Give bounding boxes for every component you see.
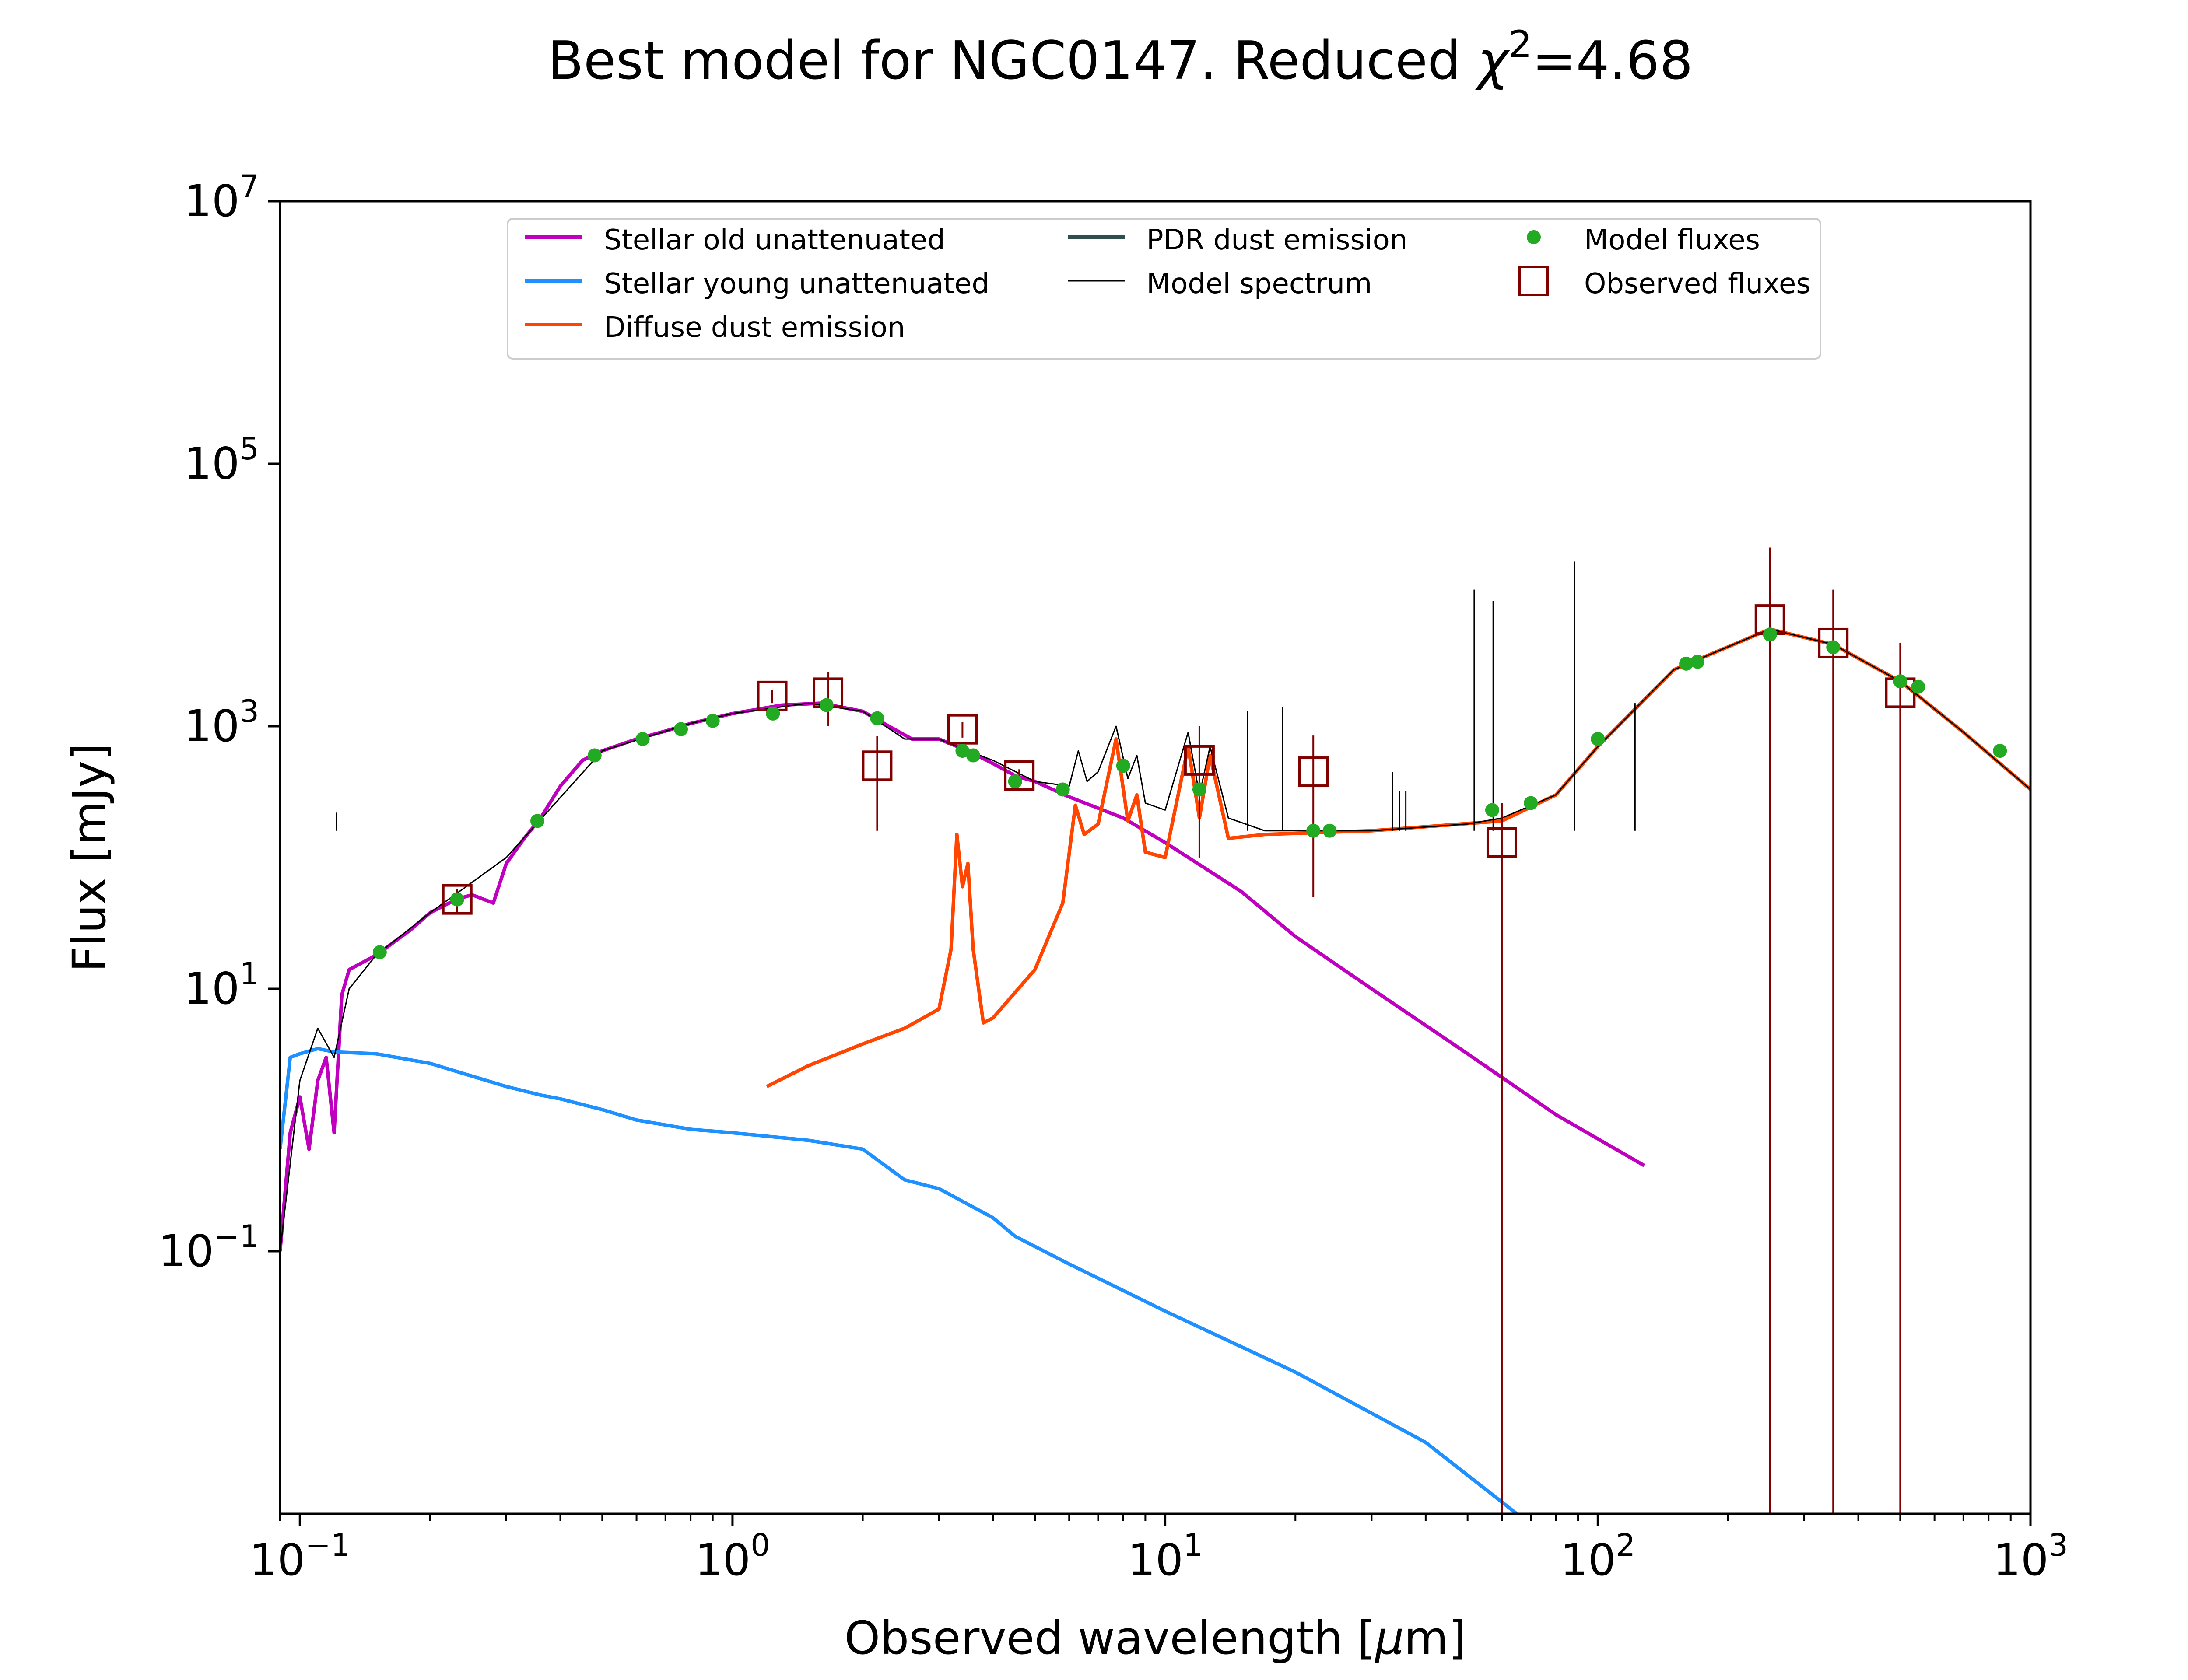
observed-flux-marker [442,884,473,915]
model-flux-point [1306,823,1321,838]
x-axis-label-mu: μ [1374,1611,1404,1665]
legend-entry-model-fluxes: Model fluxes [1527,224,1760,256]
model-flux-point [705,714,720,728]
model-flux-point [1591,732,1605,746]
series-layer [280,547,2030,1514]
x-tick-label: 103 [1993,1527,2068,1586]
legend-entry-diffuse-dust-emission: Diffuse dust emission [525,312,905,344]
x-axis-label: Observed wavelength [μm] [845,1611,1466,1665]
y-tick-label: 101 [184,956,259,1014]
legend-entry-stellar-old-unattenuated: Stellar old unattenuated [525,224,945,256]
observed-flux-marker [862,750,893,781]
observed-flux-marker [1298,756,1329,788]
model-flux-point [1322,823,1337,838]
y-tick-label: 107 [184,168,259,227]
legend-box [507,218,1821,360]
model-flux-point [1993,744,2007,758]
legend-label: Stellar old unattenuated [604,224,945,256]
observed-flux-marker [1486,827,1517,858]
x-axis-label-suffix: m] [1404,1611,1466,1665]
y-tick-label: 103 [184,693,259,752]
model-flux-point [1763,627,1777,642]
model-flux-point [1826,640,1841,654]
chart-title: Best model for NGC0147. Reduced χ2=4.68 [547,23,1693,91]
legend-swatch [1518,266,1549,296]
model-flux-point [819,698,834,712]
x-tick-label: 10−1 [249,1527,350,1586]
model-flux-point [766,706,780,721]
model-flux-point [1524,796,1538,810]
observed-flux-marker [1004,760,1035,791]
legend-label: PDR dust emission [1147,224,1407,256]
model-flux-point [1679,656,1694,671]
y-tick-label: 105 [184,431,259,489]
y-axis-label: Flux [mJy] [63,743,116,972]
x-tick-label: 102 [1560,1527,1635,1586]
model-flux-point [1690,654,1705,669]
observed-flux-marker [1818,627,1849,658]
legend-entry-model-spectrum: Model spectrum [1068,268,1372,300]
model-flux-point [1055,782,1070,797]
model-flux-point [372,945,387,959]
x-tick-label: 101 [1128,1527,1203,1586]
series-stellar-young-unattenuated [280,1046,1518,1514]
legend-entry-observed-fluxes: Observed fluxes [1518,266,1811,300]
series-model-spectrum [280,628,2030,1252]
observed-flux-marker [947,714,978,745]
model-flux-point [1192,782,1206,797]
model-flux-point [450,892,464,906]
axes-frame [279,200,2032,1515]
x-tick-label: 100 [695,1527,770,1586]
legend-label: Observed fluxes [1584,268,1811,300]
legend-label: Diffuse dust emission [604,312,905,344]
model-flux-point [870,711,884,725]
model-flux-point [1893,674,1907,689]
legend-swatch [1527,230,1541,244]
model-flux-point [674,722,688,736]
model-flux-point [1008,774,1022,789]
model-flux-point [955,744,970,758]
model-flux-point [635,732,650,746]
axis-ticks: 10−1 100 101 102 103 10−1 101 103 105 107 [158,168,2068,1586]
legend-entry-stellar-young-unattenuated: Stellar young unattenuated [525,268,989,300]
legend-label: Model fluxes [1584,224,1760,256]
legend-label: Model spectrum [1147,268,1372,300]
legend-label: Stellar young unattenuated [604,268,989,300]
chart-title-superscript: 2 [1509,23,1532,66]
model-flux-point [1485,803,1499,817]
chart-title-prefix: Best model for NGC0147. Reduced [547,31,1477,91]
series-stellar-old-unattenuated [280,701,1645,1252]
model-flux-point [1911,679,1925,694]
chart-title-suffix: =4.68 [1532,31,1693,91]
legend-entry-pdr-dust-emission: PDR dust emission [1068,224,1407,256]
plot-area: 10−1 100 101 102 103 10−1 101 103 105 107 [158,168,2068,1586]
chart-title-chi: χ [1475,31,1511,91]
model-flux-point [1116,759,1130,773]
model-flux-point [530,814,545,828]
model-flux-point [587,748,602,763]
y-tick-label: 10−1 [158,1218,259,1277]
observed-flux-marker [1184,745,1215,776]
x-axis-label-prefix: Observed wavelength [ [845,1611,1375,1665]
legend: Stellar old unattenuated Stellar young un… [507,218,1821,360]
model-flux-point [966,748,980,763]
